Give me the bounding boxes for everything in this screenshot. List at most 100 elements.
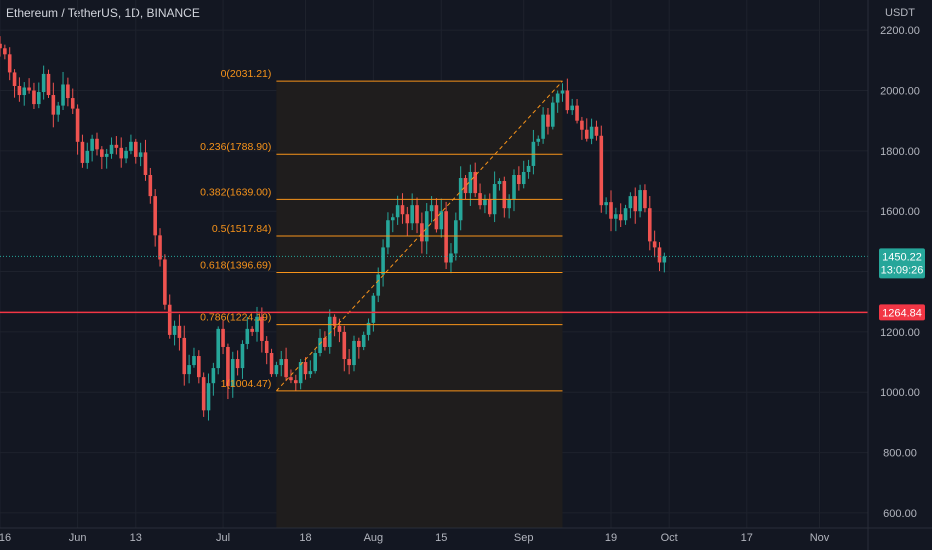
candle-body [565,90,570,111]
candle-body [104,153,109,157]
candle-body [279,359,284,366]
candle-body [235,359,240,369]
candle-body [0,43,2,49]
candle-body [512,174,516,200]
candle-body [264,340,269,354]
candle-body [473,171,478,194]
fib-level-label: 0.618(1396.69) [200,260,271,272]
candle-body [643,190,647,209]
candle-body [386,220,390,248]
current-price-badge [879,248,925,279]
fib-shaded-area [276,81,563,529]
candle-body [502,181,507,209]
candle-body [216,328,221,369]
candle-body [575,105,579,121]
candle-body [609,202,613,219]
candle-body [187,365,191,375]
x-tick-label: Oct [661,532,678,544]
candle-body [124,150,128,159]
candle-body [405,214,410,224]
candle-body [46,73,51,96]
x-tick-label: 17 [741,532,753,544]
y-tick-label: 1200.00 [880,327,920,339]
candle-body [70,98,75,109]
candle-body [337,325,342,332]
candle-body [255,316,259,332]
candle-body [332,316,337,326]
x-tick-label: 19 [605,532,617,544]
candle-body [308,371,313,375]
candle-body [424,211,429,242]
y-tick-label: 2000.00 [880,86,920,98]
x-tick-label: Aug [364,532,384,544]
candle-body [647,208,652,242]
candle-body [604,202,608,206]
y-axis-unit: USDT [885,7,915,19]
candle-body [3,48,7,55]
candle-body [584,129,589,139]
candle-body [526,165,531,172]
fib-level-label: 0(2031.21) [221,68,272,80]
candle-body [148,174,153,197]
candle-body [260,316,264,341]
candle-body [163,259,167,305]
candle-body [444,211,448,263]
overlays-layer: 0(2031.21) 0.236(1788.90) 0.382(1639.00) 0.… [0,68,868,392]
candle-body [85,150,90,163]
candle-body [521,171,526,185]
candle-body [468,171,473,194]
candle-body [652,241,657,248]
candle-body [221,328,225,347]
candle-body [114,144,119,148]
candle-body [517,174,521,185]
candle-body [293,380,298,384]
candle-body [410,205,414,224]
candle-body [342,331,347,360]
candle-body [570,105,575,111]
fib-background [276,81,563,529]
candle-body [182,337,187,375]
candle-body [206,383,211,411]
candle-body [119,147,124,159]
candle-body [429,205,434,212]
y-tick-label: 1800.00 [880,146,920,158]
x-tick-label: Nov [810,532,830,544]
candle-body [614,214,618,219]
candle-body [95,138,99,150]
candle-body [323,337,327,347]
candle-body [192,356,196,366]
candle-body [80,141,85,163]
candle-body [12,72,17,86]
candle-body [138,152,143,157]
candle-body [657,247,662,263]
candle-body [41,73,46,93]
candle-body [32,90,36,105]
candle-body [211,368,216,384]
candle-body [487,199,492,215]
candle-body [158,235,162,260]
candle-body [420,223,424,242]
candle-body [75,108,80,142]
bar-countdown: 13:09:26 [881,264,924,276]
candle-body [56,105,60,115]
candle-body [7,54,12,73]
candle-body [230,359,235,387]
candle-body [197,356,201,378]
x-tick-label: 15 [435,532,447,544]
candle-body [546,114,550,127]
fib-level-label: 0.236(1788.90) [200,141,271,153]
candle-body [415,205,419,224]
y-tick-label: 800.00 [883,448,917,460]
candle-body [245,328,250,344]
fib-level-label: 1(1004.47) [221,378,272,390]
candle-body [274,365,279,375]
candle-body [143,152,148,175]
candle-body [390,217,395,221]
candle-body [439,211,444,230]
candle-body [269,353,274,375]
fib-level-label: 0.5(1517.84) [212,223,272,235]
candle-body [153,196,157,236]
candle-body [347,359,351,366]
